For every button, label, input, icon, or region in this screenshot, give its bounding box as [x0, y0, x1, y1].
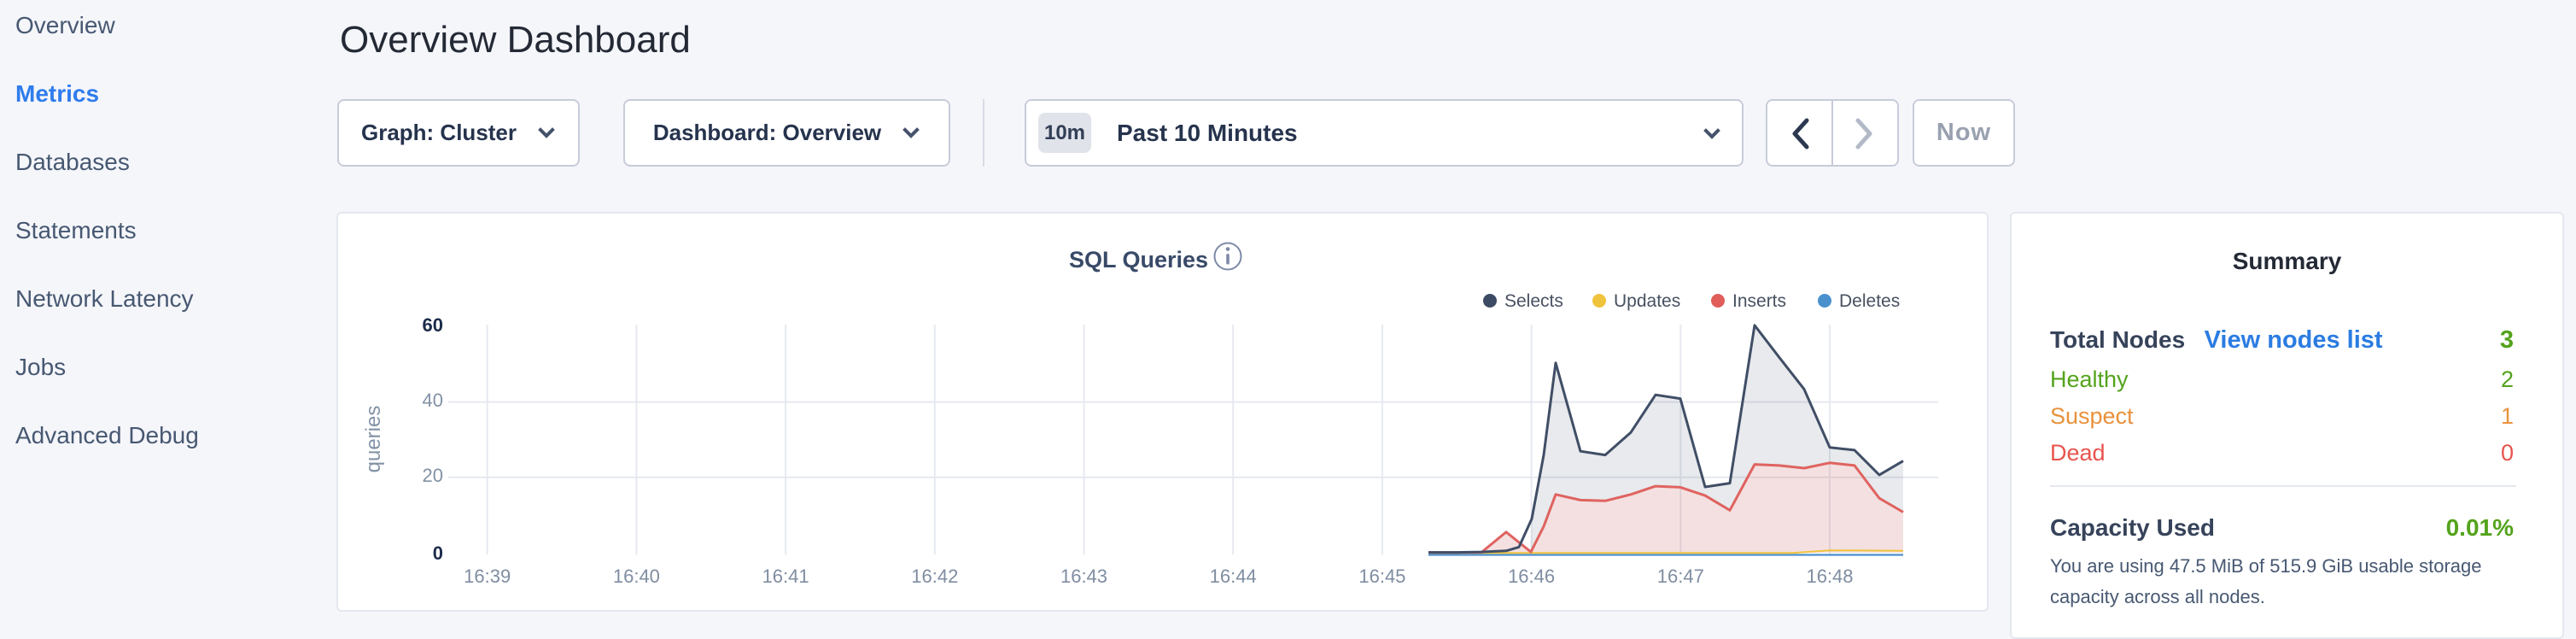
svg-text:16:39: 16:39: [464, 566, 511, 587]
svg-text:16:46: 16:46: [1508, 566, 1555, 587]
svg-text:SQL Queries: SQL Queries: [1069, 247, 1208, 273]
svg-text:Selects: Selects: [1504, 291, 1563, 311]
svg-text:60: 60: [423, 314, 443, 336]
svg-text:Inserts: Inserts: [1732, 291, 1786, 311]
svg-text:16:45: 16:45: [1358, 566, 1405, 587]
svg-text:queries: queries: [362, 406, 385, 473]
svg-text:40: 40: [423, 390, 443, 411]
svg-text:16:43: 16:43: [1060, 566, 1107, 587]
svg-text:20: 20: [423, 465, 443, 486]
svg-text:0: 0: [433, 542, 443, 564]
svg-text:16:42: 16:42: [911, 566, 958, 587]
svg-text:16:47: 16:47: [1657, 566, 1704, 587]
svg-text:16:40: 16:40: [613, 566, 660, 587]
svg-text:16:44: 16:44: [1210, 566, 1257, 587]
svg-text:16:48: 16:48: [1806, 566, 1853, 587]
svg-text:16:41: 16:41: [762, 566, 809, 587]
svg-text:Deletes: Deletes: [1839, 291, 1900, 311]
svg-text:Updates: Updates: [1614, 291, 1680, 311]
